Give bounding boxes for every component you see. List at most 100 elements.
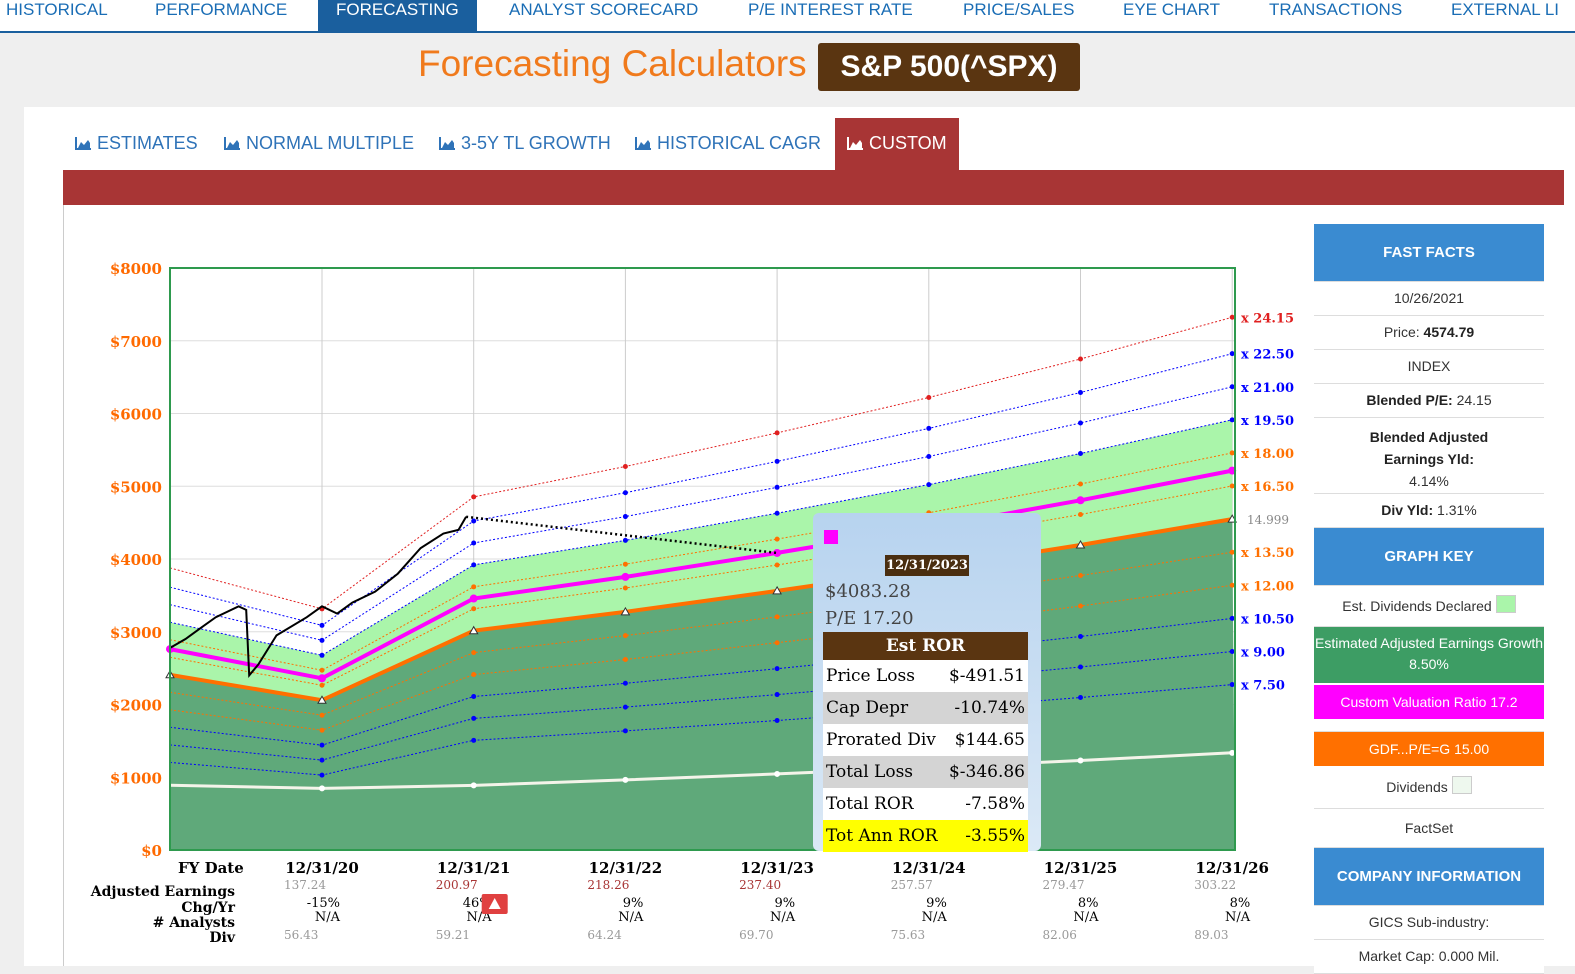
chg-value: 9%	[926, 896, 947, 911]
chg-value: 8%	[1230, 896, 1251, 911]
nav-price-sales[interactable]: PRICE/SALES	[963, 0, 1075, 19]
subtab-historical-cagr[interactable]: HISTORICAL CAGR	[635, 118, 821, 170]
custom-point	[318, 674, 326, 683]
area-chart-icon	[224, 119, 240, 150]
y-tick-label: $7000	[110, 333, 162, 351]
row-label: Adjusted Earnings	[90, 884, 235, 900]
y-tick-label: $1000	[110, 769, 162, 787]
multiple-line	[169, 551, 1233, 716]
multiple-label: x 24.15	[1241, 311, 1294, 326]
multiple-point	[1229, 384, 1235, 390]
subtab-estimates[interactable]: ESTIMATES	[75, 118, 198, 170]
nav-eye-chart[interactable]: EYE CHART	[1123, 0, 1220, 19]
tooltip-date: 12/31/2023	[885, 555, 969, 576]
forecast-chart[interactable]: $8000 $7000 $6000 $5000 $4000 $3000 $2000 $1000…	[64, 205, 1312, 966]
multiple-point	[1078, 634, 1083, 640]
multiple-point	[622, 680, 628, 686]
multiple-point	[1078, 603, 1083, 609]
ror-label: Price Loss	[823, 660, 944, 692]
x-tick-label: 12/31/23	[740, 859, 814, 877]
row-label: Div	[209, 930, 235, 946]
area-chart-icon	[847, 119, 863, 150]
chg-value: -15%	[307, 896, 340, 911]
multiple-line	[169, 316, 1233, 610]
analysts-value: N/A	[1073, 910, 1099, 925]
ror-header: Est ROR	[823, 632, 1028, 660]
ror-table: Est ROR Price Loss $-491.51 Cap Depr -10.7…	[823, 632, 1028, 852]
x-tick-label: 12/31/26	[1195, 859, 1269, 877]
multiple-point	[622, 728, 628, 734]
key-est-dividends[interactable]: Est. Dividends Declared	[1314, 586, 1544, 627]
multiple-point	[774, 666, 780, 672]
multiple-point	[774, 458, 780, 464]
multiple-line	[169, 419, 1233, 656]
ror-value: -10.74%	[943, 692, 1028, 724]
div-value: 89.03	[1194, 928, 1228, 942]
eps-value: 237.40	[739, 878, 781, 892]
x-tick-label: 12/31/20	[285, 859, 359, 877]
multiple-point	[622, 537, 628, 543]
nav-analyst-scorecard[interactable]: ANALYST SCORECARD	[509, 0, 699, 19]
y-tick-label: $8000	[110, 260, 162, 278]
multiple-point	[1229, 615, 1235, 621]
multiple-point	[622, 656, 628, 662]
custom-point	[621, 572, 630, 581]
forecast-line	[465, 515, 778, 555]
row-label: # Analysts	[153, 915, 236, 931]
subtab-normal-multiple[interactable]: NORMAL MULTIPLE	[224, 118, 414, 170]
multiple-point	[1229, 483, 1235, 489]
multiple-point	[471, 715, 477, 721]
key-gdf[interactable]: GDF...P/E=G 15.00	[1314, 732, 1544, 766]
multiple-point	[471, 518, 477, 524]
multiple-point	[471, 562, 477, 568]
custom-point	[773, 548, 782, 557]
chart-area: $8000 $7000 $6000 $5000 $4000 $3000 $2000 $1000…	[63, 205, 1312, 966]
subtabs: ESTIMATES NORMAL MULTIPLE 3-5Y TL GROWTH…	[63, 118, 1563, 170]
gdf-point	[317, 695, 327, 704]
area-chart-icon	[75, 119, 91, 150]
dividend-point	[470, 782, 477, 789]
nav-pe-interest-rate[interactable]: P/E INTEREST RATE	[748, 0, 913, 19]
ror-label: Prorated Div	[823, 724, 944, 756]
nav-external-links[interactable]: EXTERNAL LI	[1451, 0, 1560, 19]
multiple-point	[319, 652, 325, 658]
nav-forecasting[interactable]: FORECASTING	[318, 0, 477, 31]
key-dividends[interactable]: Dividends	[1314, 766, 1544, 809]
custom-point	[469, 594, 478, 603]
nav-performance[interactable]: PERFORMANCE	[155, 0, 288, 19]
chg-value: 9%	[774, 896, 795, 911]
div-value: 69.70	[739, 928, 773, 942]
multiple-point	[319, 622, 325, 628]
warning-glyph	[488, 898, 501, 909]
multiple-point	[926, 394, 932, 400]
multiple-point	[1078, 512, 1083, 518]
multiple-line	[169, 584, 1233, 731]
subtab-custom[interactable]: CUSTOM	[835, 118, 959, 170]
multiple-point	[319, 667, 325, 673]
ror-value: -7.58%	[943, 788, 1028, 820]
multiple-point	[471, 584, 477, 590]
multiple-point	[1229, 314, 1235, 320]
multiple-point	[471, 693, 477, 699]
nav-transactions[interactable]: TRANSACTIONS	[1269, 0, 1403, 19]
key-custom-valuation[interactable]: Custom Valuation Ratio 17.2	[1314, 685, 1544, 719]
multiple-label: x 16.50	[1241, 480, 1294, 495]
gdf-point	[772, 585, 782, 595]
multiple-point	[1078, 695, 1083, 701]
fast-facts-sidebar: FAST FACTS 10/26/2021 Price: 4574.79 IND…	[1314, 224, 1544, 974]
facts-price: Price: 4574.79	[1314, 316, 1544, 350]
x-tick-label: 12/31/24	[892, 859, 966, 877]
tooltip-price: $4083.28	[825, 581, 911, 602]
multiple-point	[774, 484, 780, 490]
multiple-point	[319, 712, 325, 718]
key-est-earnings[interactable]: Estimated Adjusted Earnings Growth 8.50%	[1314, 627, 1544, 683]
multiple-point	[926, 482, 932, 488]
nav-historical[interactable]: HISTORICAL	[6, 0, 108, 19]
x-tick-label: 12/31/21	[437, 859, 511, 877]
facts-date: 10/26/2021	[1314, 282, 1544, 316]
dividend-line	[169, 751, 1233, 790]
multiple-line	[169, 617, 1233, 746]
subtab-tl-growth[interactable]: 3-5Y TL GROWTH	[439, 118, 611, 170]
multiple-point	[319, 727, 325, 733]
facts-div-yield: Div Yld: 1.31%	[1314, 494, 1544, 528]
